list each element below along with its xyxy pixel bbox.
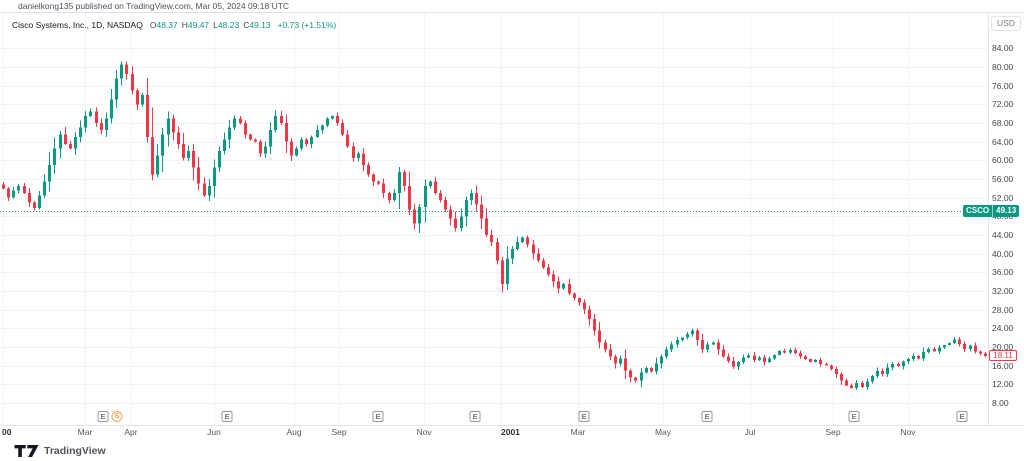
open-label: O bbox=[149, 20, 157, 30]
earnings-marker[interactable]: E bbox=[956, 411, 968, 422]
candlestick-series bbox=[2, 61, 987, 391]
earnings-marker[interactable]: E bbox=[372, 411, 384, 422]
price-tick-label: 8.00 bbox=[992, 398, 1009, 409]
earnings-marker[interactable]: E bbox=[221, 411, 233, 422]
ohlc-close: C49.13 bbox=[243, 20, 270, 30]
close-value: 49.13 bbox=[249, 20, 271, 30]
time-tick-month-label: Apr bbox=[124, 427, 138, 437]
ohlc-low: L48.23 bbox=[213, 20, 239, 30]
earnings-marker[interactable]: E bbox=[701, 411, 713, 422]
earnings-marker[interactable]: E bbox=[469, 411, 481, 422]
change-value: +0.73 (+1.51%) bbox=[277, 20, 337, 30]
price-tick-label: 16.00 bbox=[992, 360, 1014, 371]
price-tick-label: 24.00 bbox=[992, 323, 1014, 334]
footer: TradingView bbox=[14, 445, 106, 457]
time-tick-month-label: Mar bbox=[570, 427, 586, 437]
open-value: 48.37 bbox=[156, 20, 178, 30]
attribution-text: danielkong135 published on TradingView.c… bbox=[0, 0, 1024, 13]
price-tick-label: 28.00 bbox=[992, 304, 1014, 315]
time-tick-month-label: Aug bbox=[286, 427, 302, 437]
high-label: H bbox=[181, 20, 188, 30]
tradingview-logo-icon[interactable] bbox=[14, 445, 39, 457]
time-tick-month-label: Jun bbox=[207, 427, 221, 437]
price-tick-label: 52.00 bbox=[992, 192, 1014, 203]
last-price-label: 18.11 bbox=[989, 350, 1017, 362]
close-label: C bbox=[243, 20, 250, 30]
price-tick-label: 32.00 bbox=[992, 286, 1014, 297]
currency-button[interactable]: USD bbox=[991, 16, 1021, 31]
price-tick-label: 12.00 bbox=[992, 379, 1014, 390]
time-tick-month-label: Nov bbox=[900, 427, 916, 437]
ohlc-open: O48.37 bbox=[150, 20, 178, 30]
earnings-marker[interactable]: E bbox=[848, 411, 860, 422]
time-tick-year-label: 00 bbox=[2, 427, 12, 437]
time-tick-month-label: May bbox=[654, 427, 672, 437]
earnings-marker[interactable]: E bbox=[578, 411, 590, 422]
low-value: 48.23 bbox=[217, 20, 240, 30]
ohlc-high: H49.47 bbox=[182, 20, 209, 30]
price-line-value: 49.13 bbox=[993, 205, 1020, 218]
low-label: L bbox=[213, 20, 218, 30]
time-tick-month-label: Sep bbox=[825, 427, 841, 437]
price-line-symbol: CSCO bbox=[963, 205, 994, 218]
price-tick-label: 56.00 bbox=[992, 173, 1014, 184]
price-tick-label: 20.00 bbox=[992, 342, 1014, 353]
price-tick-label: 80.00 bbox=[992, 61, 1014, 72]
price-tick-label: 72.00 bbox=[992, 99, 1014, 110]
price-line-label: CSCO 49.13 bbox=[963, 205, 1020, 218]
price-tick-label: 40.00 bbox=[992, 248, 1014, 259]
high-value: 49.47 bbox=[187, 20, 210, 30]
time-tick-year-label: 2001 bbox=[501, 427, 520, 437]
split-marker[interactable]: S bbox=[111, 411, 123, 422]
price-tick-label: 84.00 bbox=[992, 43, 1014, 54]
price-tick-label: 44.00 bbox=[992, 230, 1014, 240]
time-tick-month-label: Sep bbox=[331, 427, 347, 437]
tradingview-brand-text[interactable]: TradingView bbox=[44, 445, 106, 457]
time-tick-month-label: Jul bbox=[744, 427, 756, 437]
time-tick-month-label: Nov bbox=[416, 427, 432, 437]
gridlines bbox=[0, 13, 988, 425]
price-tick-label: 76.00 bbox=[992, 80, 1014, 91]
time-tick-month-label: Mar bbox=[77, 427, 93, 437]
price-tick-label: 36.00 bbox=[992, 267, 1014, 278]
symbol-info-row: Cisco Systems, Inc., 1D, NASDAQ O48.37 H… bbox=[12, 19, 336, 31]
price-tick-label: 68.00 bbox=[992, 117, 1014, 128]
symbol-title: Cisco Systems, Inc., 1D, NASDAQ bbox=[12, 20, 143, 30]
price-tick-label: 64.00 bbox=[992, 136, 1014, 147]
price-tick-label: 60.00 bbox=[992, 155, 1014, 166]
earnings-marker[interactable]: E bbox=[97, 411, 109, 422]
